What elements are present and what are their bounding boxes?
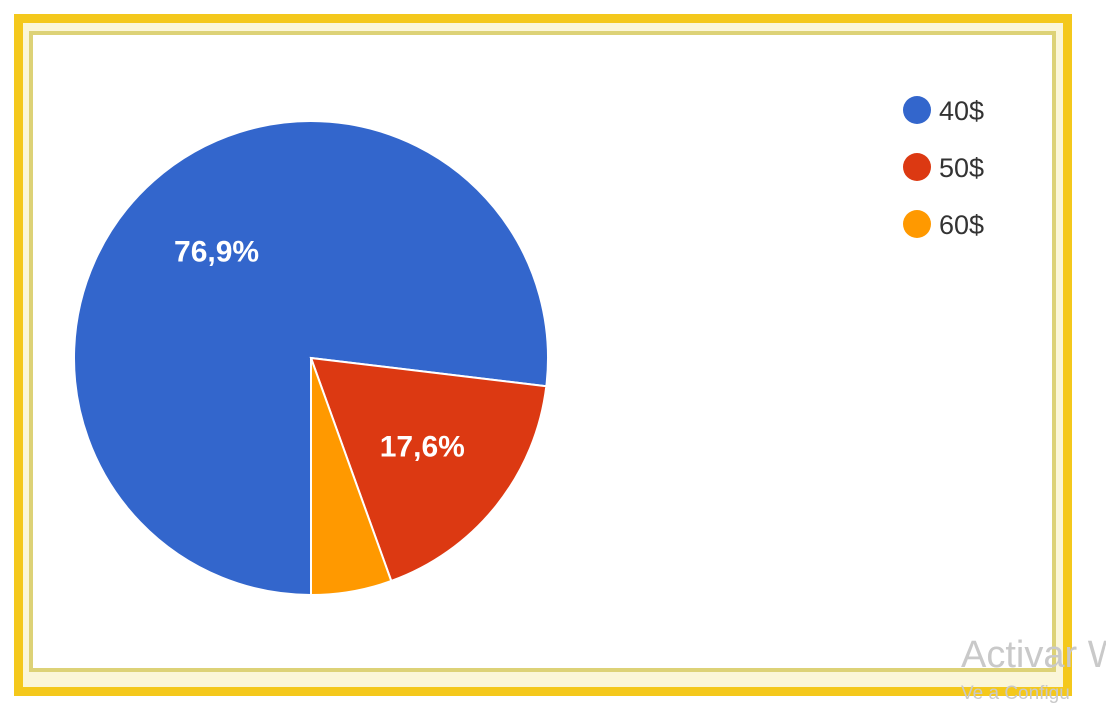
slice-value-label-50: 17,6% — [380, 431, 465, 464]
legend-swatch-40 — [903, 96, 931, 124]
legend-label-50: 50$ — [939, 153, 984, 183]
slice-value-label-40: 76,9% — [174, 236, 259, 269]
legend-swatch-50 — [903, 153, 931, 181]
watermark-line-1: Activar W — [961, 634, 1106, 677]
legend-label-40: 40$ — [939, 96, 984, 126]
pie-slices — [74, 121, 548, 595]
legend: 40$ 50$ 60$ — [903, 96, 984, 240]
windows-activation-watermark: Activar W Ve a Configu — [961, 632, 1106, 715]
legend-label-60: 60$ — [939, 210, 984, 240]
watermark-line-2: Ve a Configu — [961, 683, 1070, 705]
legend-swatch-60 — [903, 210, 931, 238]
